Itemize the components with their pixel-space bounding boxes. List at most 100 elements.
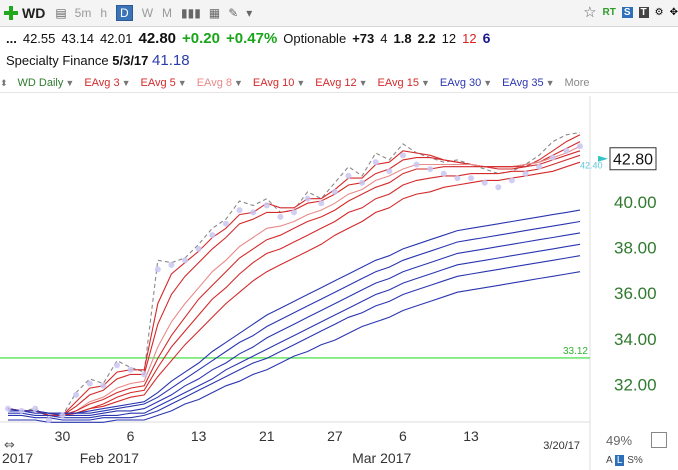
timeframe-daily[interactable]: D: [116, 5, 133, 21]
last-price-marker: [598, 155, 608, 162]
bars-icon[interactable]: ▮▮▮: [181, 6, 201, 20]
add-symbol-icon[interactable]: [4, 6, 18, 20]
quote-lead: ...: [6, 30, 17, 46]
quote-high: 43.14: [61, 30, 94, 46]
close-point: [577, 143, 583, 150]
legend-item-6[interactable]: EAvg 15: [377, 77, 419, 89]
quote-v1: 4: [380, 30, 388, 46]
legend-item-4[interactable]: EAvg 10: [252, 77, 295, 89]
close-point: [304, 195, 311, 202]
timeframe-hour[interactable]: h: [100, 6, 108, 20]
close-point: [522, 170, 529, 177]
print-icon[interactable]: ▤: [55, 6, 67, 20]
close-point: [141, 371, 148, 378]
series-line-12: [8, 271, 581, 423]
quote-rank: +73: [352, 30, 375, 46]
close-point: [454, 175, 461, 182]
symbol-label[interactable]: WD: [22, 5, 46, 21]
close-point: [154, 266, 161, 273]
close-point: [508, 177, 515, 184]
legend-item-5[interactable]: EAvg 12: [315, 77, 357, 89]
legend-item-3[interactable]: EAvg 8: [196, 77, 232, 89]
t-icon[interactable]: T: [638, 6, 649, 18]
x-tick-label: 30: [55, 428, 71, 444]
close-point: [481, 179, 488, 186]
y-tick-label: 32.00: [614, 375, 657, 394]
legend-more[interactable]: More: [564, 77, 590, 89]
scale-pct[interactable]: S%: [627, 455, 643, 466]
zoom-icon[interactable]: [651, 432, 667, 448]
close-point: [209, 232, 216, 239]
series-line-0: [7, 131, 581, 419]
legend-item-2[interactable]: EAvg 5: [140, 77, 176, 89]
timeframe-monthly[interactable]: M: [162, 6, 173, 20]
legend-move-icon[interactable]: ⬍: [0, 77, 8, 88]
last-price-label: 42.80: [613, 152, 653, 169]
zoom-percent: 49%: [606, 433, 633, 448]
period-label: 2017: [2, 450, 33, 466]
toolbar-right: ☆ RT S T ⚙ ✥: [583, 3, 678, 21]
close-point: [236, 207, 243, 214]
legend-dropdown-icon[interactable]: ▼: [420, 78, 430, 88]
legend-item-7[interactable]: EAvg 30: [439, 77, 482, 89]
x-tick-label: 21: [259, 428, 275, 444]
info-price: 41.18: [152, 52, 190, 69]
close-point: [113, 362, 120, 369]
level-line-label: 33.12: [563, 346, 588, 357]
legend-dropdown-icon[interactable]: ▼: [121, 78, 131, 88]
quote-v2: 1.8: [393, 30, 412, 46]
period-label: Feb 2017: [80, 450, 139, 466]
close-point: [318, 200, 325, 207]
legend-item-8[interactable]: EAvg 35: [502, 77, 544, 89]
legend-dropdown-icon[interactable]: ▼: [296, 78, 306, 88]
star-icon[interactable]: ☆: [583, 4, 597, 21]
legend-dropdown-icon[interactable]: ▼: [358, 78, 368, 88]
scale-a[interactable]: A: [606, 455, 613, 466]
series-line-5: [7, 154, 581, 416]
rt-label[interactable]: RT: [602, 6, 616, 18]
quote-optionable: Optionable: [283, 30, 347, 46]
timeframe-5m[interactable]: 5m: [74, 6, 92, 20]
quote-v3: 2.2: [417, 30, 436, 46]
last-price-box: [609, 147, 657, 171]
close-point: [5, 405, 11, 412]
close-point: [563, 147, 570, 154]
y-tick-label: 34.00: [614, 330, 657, 349]
legend-dropdown-icon[interactable]: ▼: [545, 78, 555, 88]
legend-item-0[interactable]: WD Daily: [17, 77, 64, 89]
close-point: [222, 220, 229, 227]
quote-change-pct: +0.47%: [226, 29, 278, 47]
timeframe-weekly[interactable]: W: [141, 6, 154, 20]
draw-icon[interactable]: ✎: [228, 6, 239, 20]
quote-last: 42.80: [138, 29, 177, 47]
series-line-8: [8, 220, 581, 414]
legend-item-1[interactable]: EAvg 3: [84, 77, 120, 89]
close-point: [127, 366, 134, 373]
period-label: Mar 2017: [352, 450, 411, 466]
scale-controls: A L S%: [606, 455, 643, 466]
y-tick-label: 40.00: [614, 193, 657, 212]
quote-v4: 12: [441, 30, 457, 46]
close-point: [195, 245, 202, 252]
close-point: [277, 213, 284, 220]
close-point: [413, 161, 420, 168]
legend-dropdown-icon[interactable]: ▼: [234, 78, 243, 88]
close-point: [495, 184, 502, 191]
legend-dropdown-icon[interactable]: ▼: [177, 78, 187, 88]
legend-dropdown-icon[interactable]: ▼: [65, 78, 75, 88]
close-point: [359, 179, 366, 186]
scale-l[interactable]: L: [614, 455, 625, 466]
close-point: [250, 209, 257, 216]
grid-icon[interactable]: ▦: [208, 6, 221, 20]
legend-dropdown-icon[interactable]: ▼: [483, 78, 493, 88]
x-tick-label: 6: [399, 428, 407, 444]
move-icon[interactable]: ✥: [669, 6, 678, 18]
quote-low: 42.01: [99, 30, 133, 46]
settings-icon[interactable]: ⚙: [654, 6, 664, 18]
x-tick-label: 6: [127, 428, 135, 444]
s-icon[interactable]: S: [621, 6, 633, 18]
close-point: [427, 166, 434, 173]
tools-icon[interactable]: ▾: [246, 6, 253, 20]
indicator-legend: ⬍ WD Daily ▼ EAvg 3 ▼ EAvg 5 ▼ EAvg 8 ▼ EAvg 10 ▼…: [0, 74, 678, 93]
